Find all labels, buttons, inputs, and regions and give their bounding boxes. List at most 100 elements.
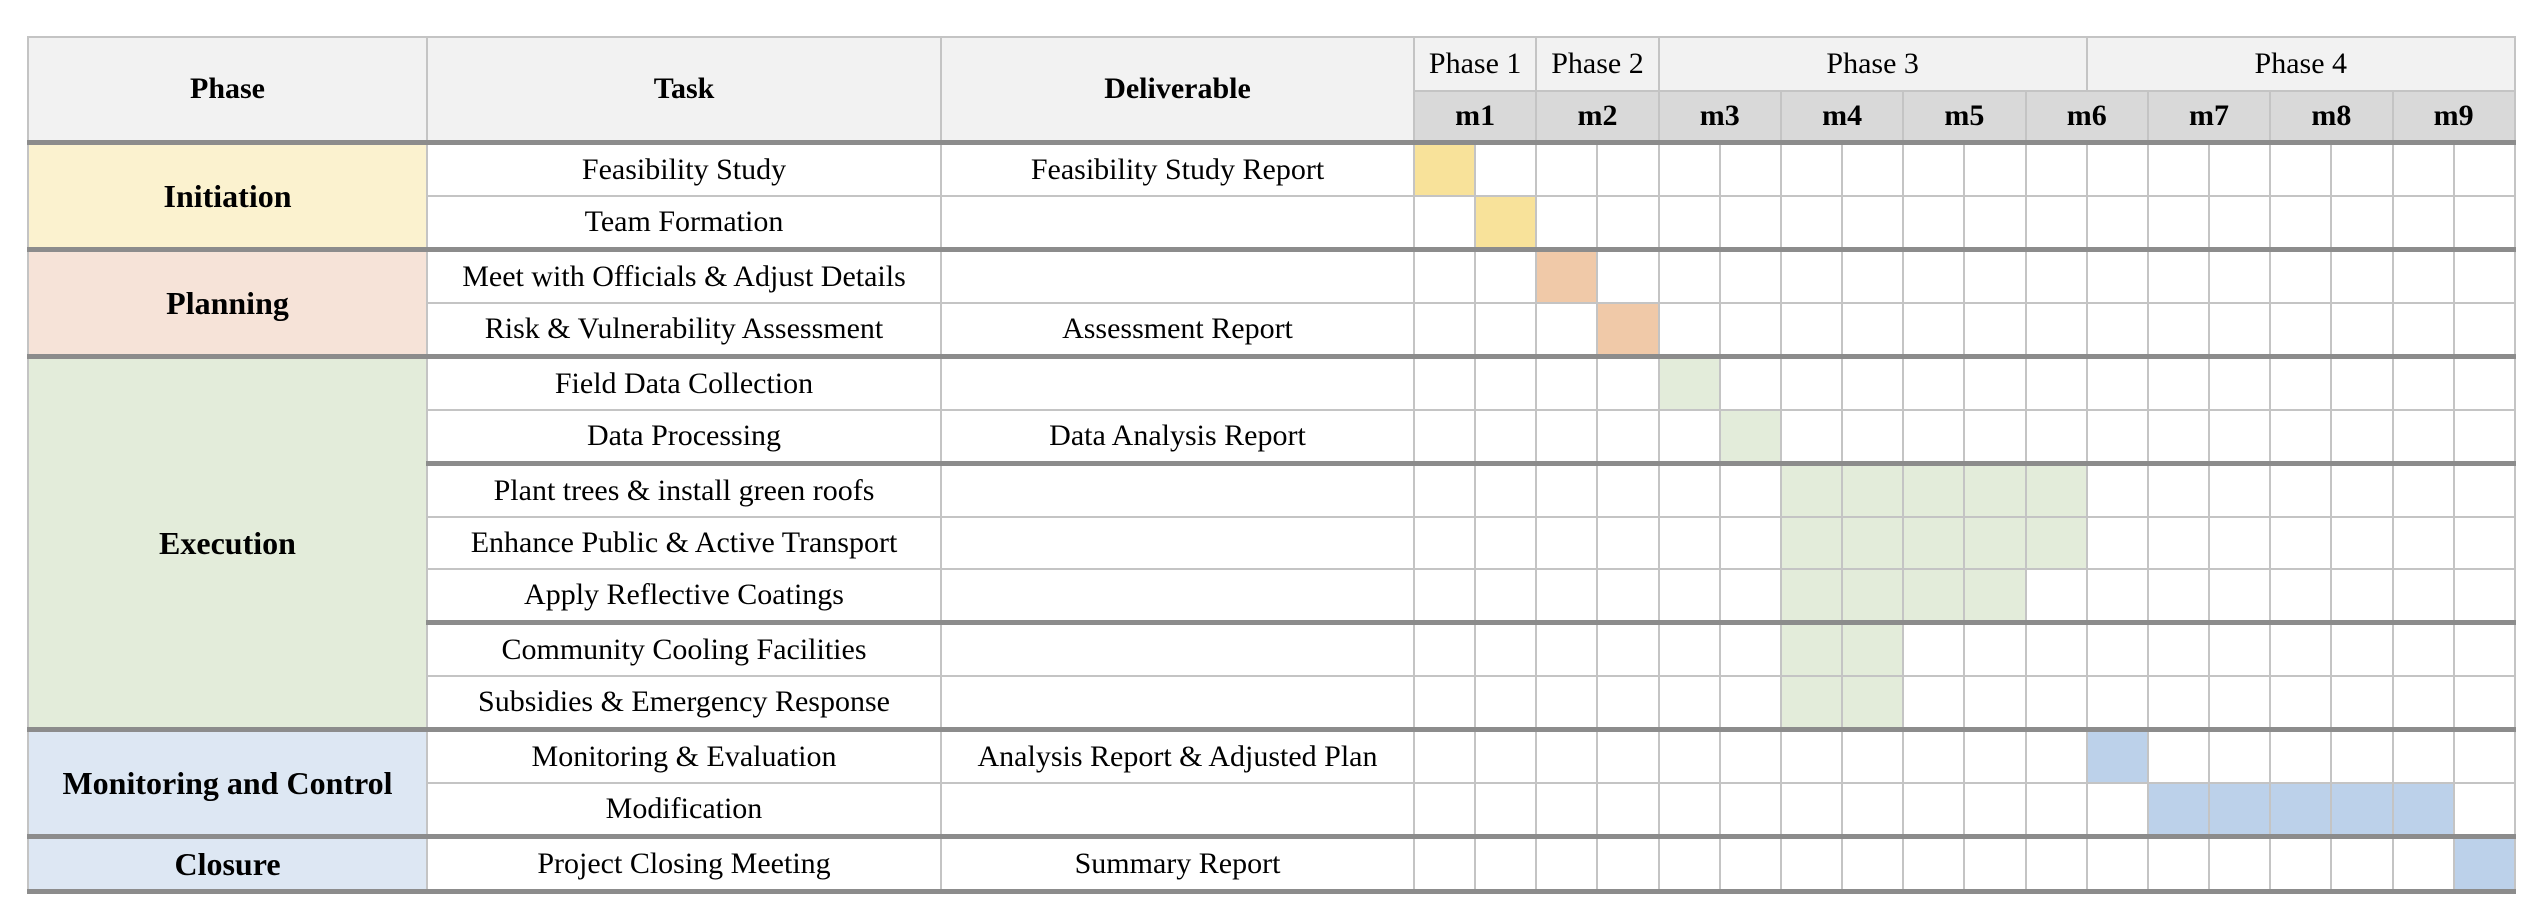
gantt-bar-cell bbox=[1779, 620, 1844, 677]
deliverable bbox=[940, 195, 1415, 251]
gantt-empty-cell bbox=[2269, 727, 2333, 784]
month-header: m3 bbox=[1657, 90, 1782, 144]
gantt-empty-cell bbox=[1412, 409, 1477, 465]
gantt-empty-cell bbox=[1963, 140, 2027, 197]
gantt-empty-cell bbox=[2085, 675, 2149, 731]
gantt-empty-cell bbox=[1412, 461, 1477, 518]
gantt-empty-cell bbox=[1596, 247, 1660, 304]
gantt-empty-cell bbox=[1412, 516, 1477, 570]
gantt-empty-cell bbox=[1657, 620, 1721, 677]
gantt-empty-cell bbox=[2269, 620, 2333, 677]
gantt-empty-cell bbox=[1963, 782, 2027, 838]
table-row: Modification bbox=[28, 782, 2516, 838]
gantt-empty-cell bbox=[2208, 409, 2272, 465]
task-name: Subsidies & Emergency Response bbox=[426, 675, 942, 731]
gantt-empty-cell bbox=[1841, 195, 1905, 251]
gantt-empty-cell bbox=[2391, 620, 2455, 677]
gantt-empty-cell bbox=[2085, 834, 2149, 894]
gantt-empty-cell bbox=[1412, 568, 1477, 624]
gantt-empty-cell bbox=[1902, 354, 1966, 411]
gantt-empty-cell bbox=[2330, 302, 2394, 358]
gantt-empty-cell bbox=[2391, 247, 2455, 304]
gantt-bar-cell bbox=[1474, 195, 1538, 251]
task-name: Data Processing bbox=[426, 409, 942, 465]
gantt-empty-cell bbox=[2208, 620, 2272, 677]
gantt-bar-cell bbox=[1718, 409, 1782, 465]
gantt-bar-cell bbox=[1779, 675, 1844, 731]
gantt-empty-cell bbox=[1657, 782, 1721, 838]
gantt-empty-cell bbox=[1779, 409, 1844, 465]
gantt-empty-cell bbox=[1412, 354, 1477, 411]
gantt-empty-cell bbox=[1718, 620, 1782, 677]
header-deliverable: Deliverable bbox=[940, 36, 1415, 144]
gantt-empty-cell bbox=[1718, 516, 1782, 570]
gantt-empty-cell bbox=[2146, 727, 2211, 784]
gantt-empty-cell bbox=[1535, 568, 1599, 624]
deliverable: Assessment Report bbox=[940, 302, 1415, 358]
gantt-empty-cell bbox=[2269, 834, 2333, 894]
month-header: m6 bbox=[2024, 90, 2149, 144]
gantt-empty-cell bbox=[1902, 834, 1966, 894]
gantt-empty-cell bbox=[2146, 409, 2211, 465]
gantt-empty-cell bbox=[1963, 302, 2027, 358]
gantt-empty-cell bbox=[2208, 302, 2272, 358]
gantt-empty-cell bbox=[1657, 461, 1721, 518]
gantt-empty-cell bbox=[1596, 195, 1660, 251]
deliverable bbox=[940, 782, 1415, 838]
gantt-empty-cell bbox=[2330, 516, 2394, 570]
deliverable bbox=[940, 568, 1415, 624]
gantt-empty-cell bbox=[1841, 409, 1905, 465]
gantt-bar-cell bbox=[1902, 461, 1966, 518]
gantt-empty-cell bbox=[2269, 675, 2333, 731]
gantt-empty-cell bbox=[1718, 834, 1782, 894]
phase-group-header: Phase 3 bbox=[1657, 36, 2088, 92]
gantt-empty-cell bbox=[2085, 302, 2149, 358]
gantt-empty-cell bbox=[1535, 782, 1599, 838]
gantt-empty-cell bbox=[2391, 409, 2455, 465]
gantt-empty-cell bbox=[1474, 620, 1538, 677]
gantt-empty-cell bbox=[1474, 727, 1538, 784]
phase-label: Initiation bbox=[27, 140, 428, 251]
task-name: Field Data Collection bbox=[426, 354, 942, 411]
gantt-empty-cell bbox=[2452, 782, 2516, 838]
deliverable: Summary Report bbox=[940, 834, 1415, 894]
gantt-empty-cell bbox=[2330, 727, 2394, 784]
gantt-empty-cell bbox=[2269, 516, 2333, 570]
gantt-bar-cell bbox=[1779, 568, 1844, 624]
gantt-empty-cell bbox=[2146, 140, 2211, 197]
gantt-empty-cell bbox=[2452, 568, 2516, 624]
gantt-empty-cell bbox=[1718, 247, 1782, 304]
gantt-empty-cell bbox=[2146, 195, 2211, 251]
gantt-empty-cell bbox=[1718, 140, 1782, 197]
gantt-empty-cell bbox=[1963, 727, 2027, 784]
gantt-empty-cell bbox=[1902, 302, 1966, 358]
gantt-empty-cell bbox=[2208, 675, 2272, 731]
gantt-bar-cell bbox=[1963, 516, 2027, 570]
gantt-empty-cell bbox=[2330, 195, 2394, 251]
gantt-empty-cell bbox=[1902, 247, 1966, 304]
gantt-bar-cell bbox=[2391, 782, 2455, 838]
gantt-empty-cell bbox=[1535, 727, 1599, 784]
gantt-empty-cell bbox=[2330, 568, 2394, 624]
gantt-empty-cell bbox=[2269, 461, 2333, 518]
gantt-empty-cell bbox=[1657, 568, 1721, 624]
gantt-empty-cell bbox=[1963, 834, 2027, 894]
table-row: Closure Project Closing Meeting Summary Re… bbox=[27, 834, 2516, 894]
gantt-empty-cell bbox=[1474, 247, 1538, 304]
gantt-empty-cell bbox=[1657, 140, 1721, 197]
gantt-empty-cell bbox=[1474, 409, 1538, 465]
gantt-empty-cell bbox=[1718, 727, 1782, 784]
gantt-empty-cell bbox=[2024, 568, 2088, 624]
gantt-empty-cell bbox=[2452, 140, 2516, 197]
gantt-empty-cell bbox=[1657, 302, 1721, 358]
phase-label: Planning bbox=[27, 247, 428, 358]
gantt-empty-cell bbox=[1412, 834, 1477, 894]
gantt-empty-cell bbox=[1841, 247, 1905, 304]
gantt-empty-cell bbox=[2330, 140, 2394, 197]
gantt-empty-cell bbox=[2269, 409, 2333, 465]
task-name: Enhance Public & Active Transport bbox=[426, 516, 942, 570]
gantt-empty-cell bbox=[2146, 247, 2211, 304]
gantt-empty-cell bbox=[2085, 195, 2149, 251]
gantt-bar-cell bbox=[1841, 675, 1905, 731]
gantt-empty-cell bbox=[2391, 568, 2455, 624]
